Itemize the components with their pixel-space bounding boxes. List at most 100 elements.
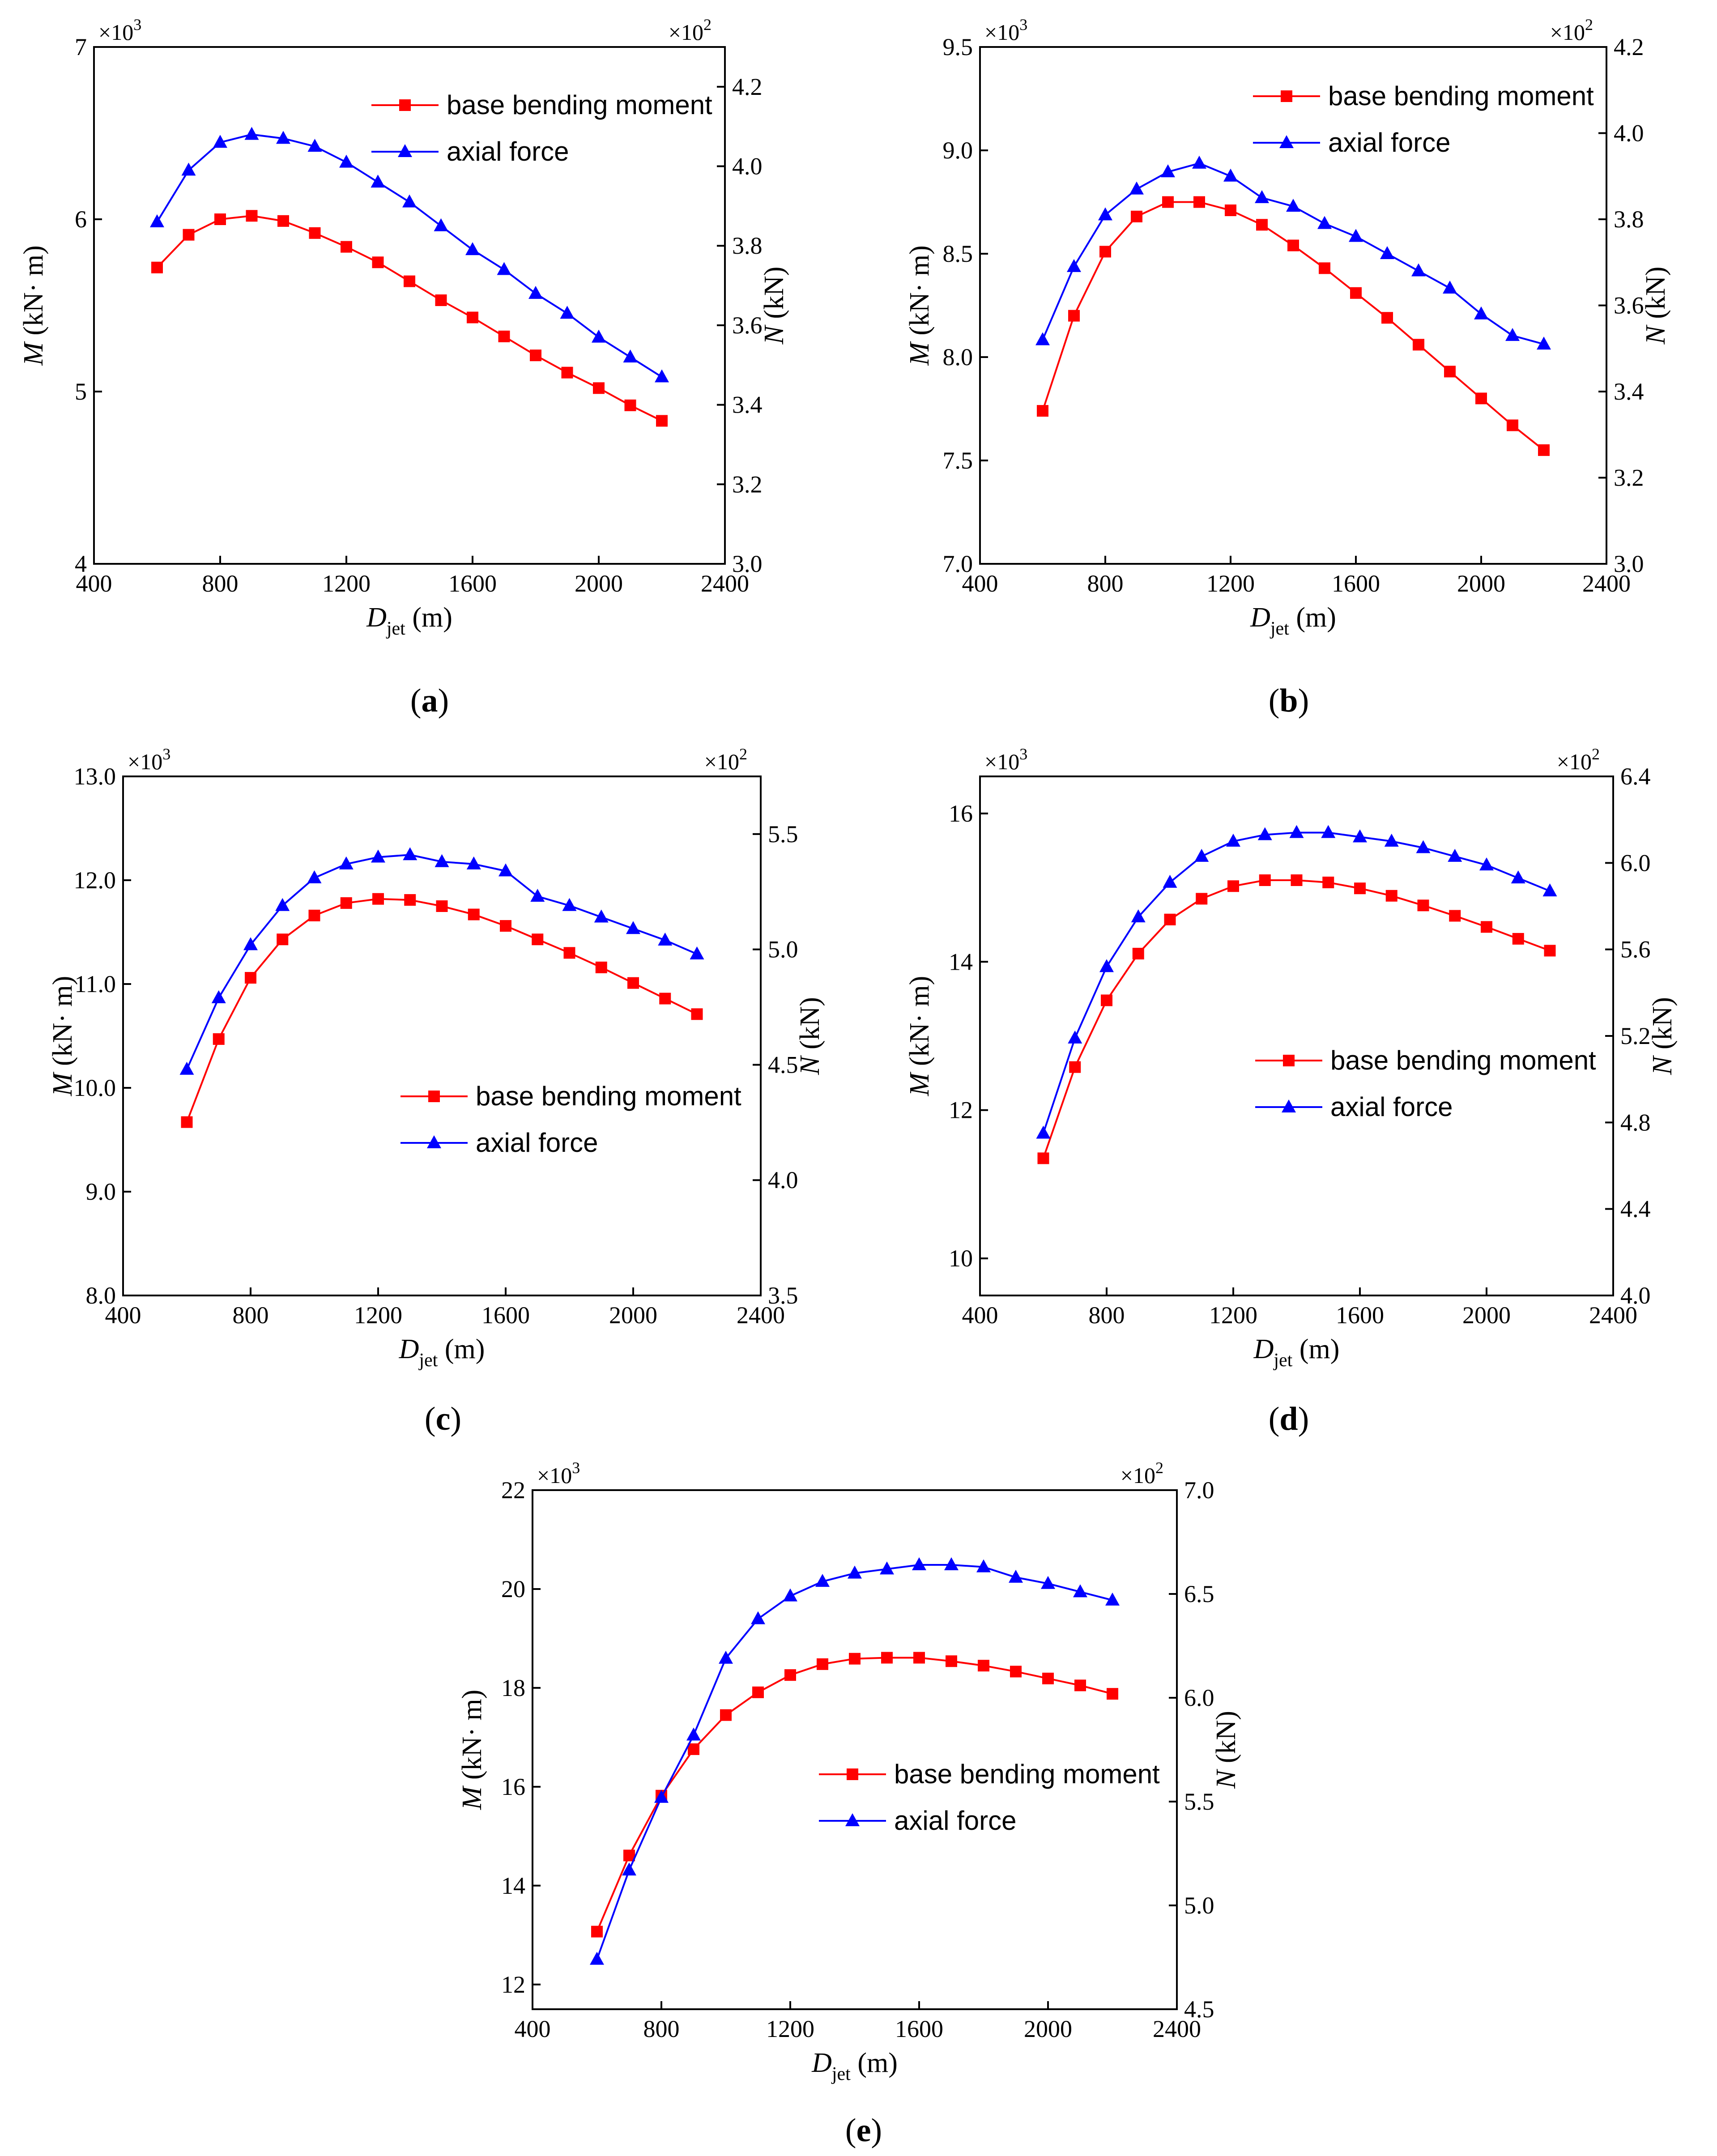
x-tick-label-e: 1200 [766,2015,814,2042]
x-tick-label-d: 1600 [1336,1302,1384,1329]
axial-point-b [1129,181,1144,195]
y-left-tick-label-c: 13.0 [74,763,116,790]
moment-point-c [308,909,320,921]
chart-panel-e: 400 800 1200 1600 2000 2400 12 14 16 18 20 22 4.5 5.0… [457,1459,1241,2149]
axial-point-c [307,870,322,883]
y-right-tick-label-e: 6.5 [1184,1581,1214,1607]
x-tick-label-a: 1200 [322,570,371,597]
moment-point-d [1512,933,1524,945]
right-multiplier-c: ×102 [704,745,747,774]
y-right-tick-label-d: 5.2 [1620,1023,1651,1049]
x-axis-title-b: Djet (m) [1250,602,1336,639]
moment-point-a [277,215,289,227]
axial-point-c [530,889,545,902]
y-right-tick-label-a: 3.6 [732,312,763,339]
moment-point-a [246,210,258,222]
axial-point-c [626,921,640,934]
panel-caption-e: (e) [845,2112,882,2149]
moment-point-a [593,382,605,394]
moment-point-c [532,933,544,946]
axial-point-a [244,127,259,140]
y-right-tick-label-d: 5.6 [1620,936,1651,963]
x-tick-label-b: 1600 [1332,570,1380,597]
axial-point-d [1131,909,1146,923]
y-right-tick-label-e: 4.5 [1184,1996,1214,2023]
moment-point-e [849,1653,861,1665]
moment-point-d [1417,899,1429,912]
right-multiplier-d: ×102 [1557,745,1600,774]
axial-point-a [213,135,227,148]
x-tick-label-a: 1600 [448,570,497,597]
y-right-axis-title-c: N (kN) [795,997,825,1075]
moment-point-a [309,227,321,239]
moment-point-d [1259,874,1271,886]
moment-point-c [627,977,639,989]
y-left-tick-label-b: 8.0 [943,344,973,371]
x-tick-label-e: 2000 [1024,2015,1072,2042]
moment-point-e [752,1686,764,1698]
moment-point-c [340,897,352,909]
axial-point-a [528,285,543,299]
moment-point-b [1068,310,1080,322]
moment-point-d [1196,893,1208,905]
moment-point-b [1507,419,1518,431]
axial-point-c [243,937,258,950]
legend-axial-marker-a [398,144,412,157]
x-tick-label-c: 2000 [609,1302,657,1329]
axial-point-e [1009,1569,1023,1583]
axial-point-a [623,349,638,362]
y-right-tick-label-e: 7.0 [1184,1477,1214,1504]
axial-point-c [403,847,418,861]
y-right-axis-title-d: N (kN) [1647,997,1678,1075]
moment-point-a [498,330,510,342]
moment-point-e [1042,1672,1054,1684]
axial-point-b [1443,281,1457,294]
x-tick-label-e: 2400 [1153,2015,1201,2042]
x-tick-label-b: 1200 [1206,570,1255,597]
y-left-tick-label-e: 12 [501,1971,525,1998]
axial-point-c [562,898,577,911]
axial-point-a [592,329,606,343]
x-tick-label-b: 400 [962,570,998,597]
y-left-tick-label-a: 4 [75,550,87,577]
axial-point-e [815,1574,830,1587]
axial-point-b [1067,259,1081,272]
chart-panel-b: 400 800 1200 1600 2000 2400 7.0 7.5 8.0 8.5 9.0 9.5… [904,16,1671,719]
moment-point-e [591,1926,603,1938]
y-right-tick-label-b: 3.0 [1614,550,1644,577]
axial-point-a [402,194,417,208]
axial-point-a [150,214,164,227]
axial-point-a [465,242,480,256]
moment-point-b [1131,210,1142,222]
moment-point-b [1538,444,1550,456]
legend-axial-label-b: axial force [1328,128,1450,158]
moment-point-a [656,415,668,427]
x-tick-label-d: 400 [962,1302,998,1329]
chart-panel-c: 400 800 1200 1600 2000 2400 8.0 9.0 10.0 11.0 12.0… [47,745,825,1437]
axial-point-b [1537,337,1551,350]
axial-point-b [1317,216,1332,229]
moment-point-d [1544,945,1556,957]
y-left-tick-label-d: 12 [949,1097,973,1124]
axial-point-b [1192,155,1206,169]
plot-frame-c [122,775,762,1296]
axial-point-e [590,1951,604,1965]
legend-axial-label-a: axial force [447,136,569,166]
axial-point-a [276,131,290,144]
x-tick-label-a: 2000 [575,570,623,597]
y-left-tick-label-d: 14 [949,948,973,975]
axial-point-c [211,990,226,1003]
panel-caption-b: (b) [1269,682,1309,719]
y-right-tick-label-a: 4.2 [732,73,763,100]
y-left-tick-label-e: 14 [501,1872,525,1899]
moment-point-d [1481,921,1492,933]
moment-point-c [245,972,256,984]
legend-axial-label-c: axial force [476,1128,598,1158]
axial-point-e [848,1565,862,1579]
right-multiplier-a: ×102 [669,16,712,45]
axial-point-a [339,154,354,168]
x-tick-label-c: 1600 [481,1302,530,1329]
x-axis-title-a: Djet (m) [366,602,452,639]
y-right-tick-label-b: 3.2 [1614,464,1644,491]
y-left-tick-label-b: 7.5 [943,447,973,474]
